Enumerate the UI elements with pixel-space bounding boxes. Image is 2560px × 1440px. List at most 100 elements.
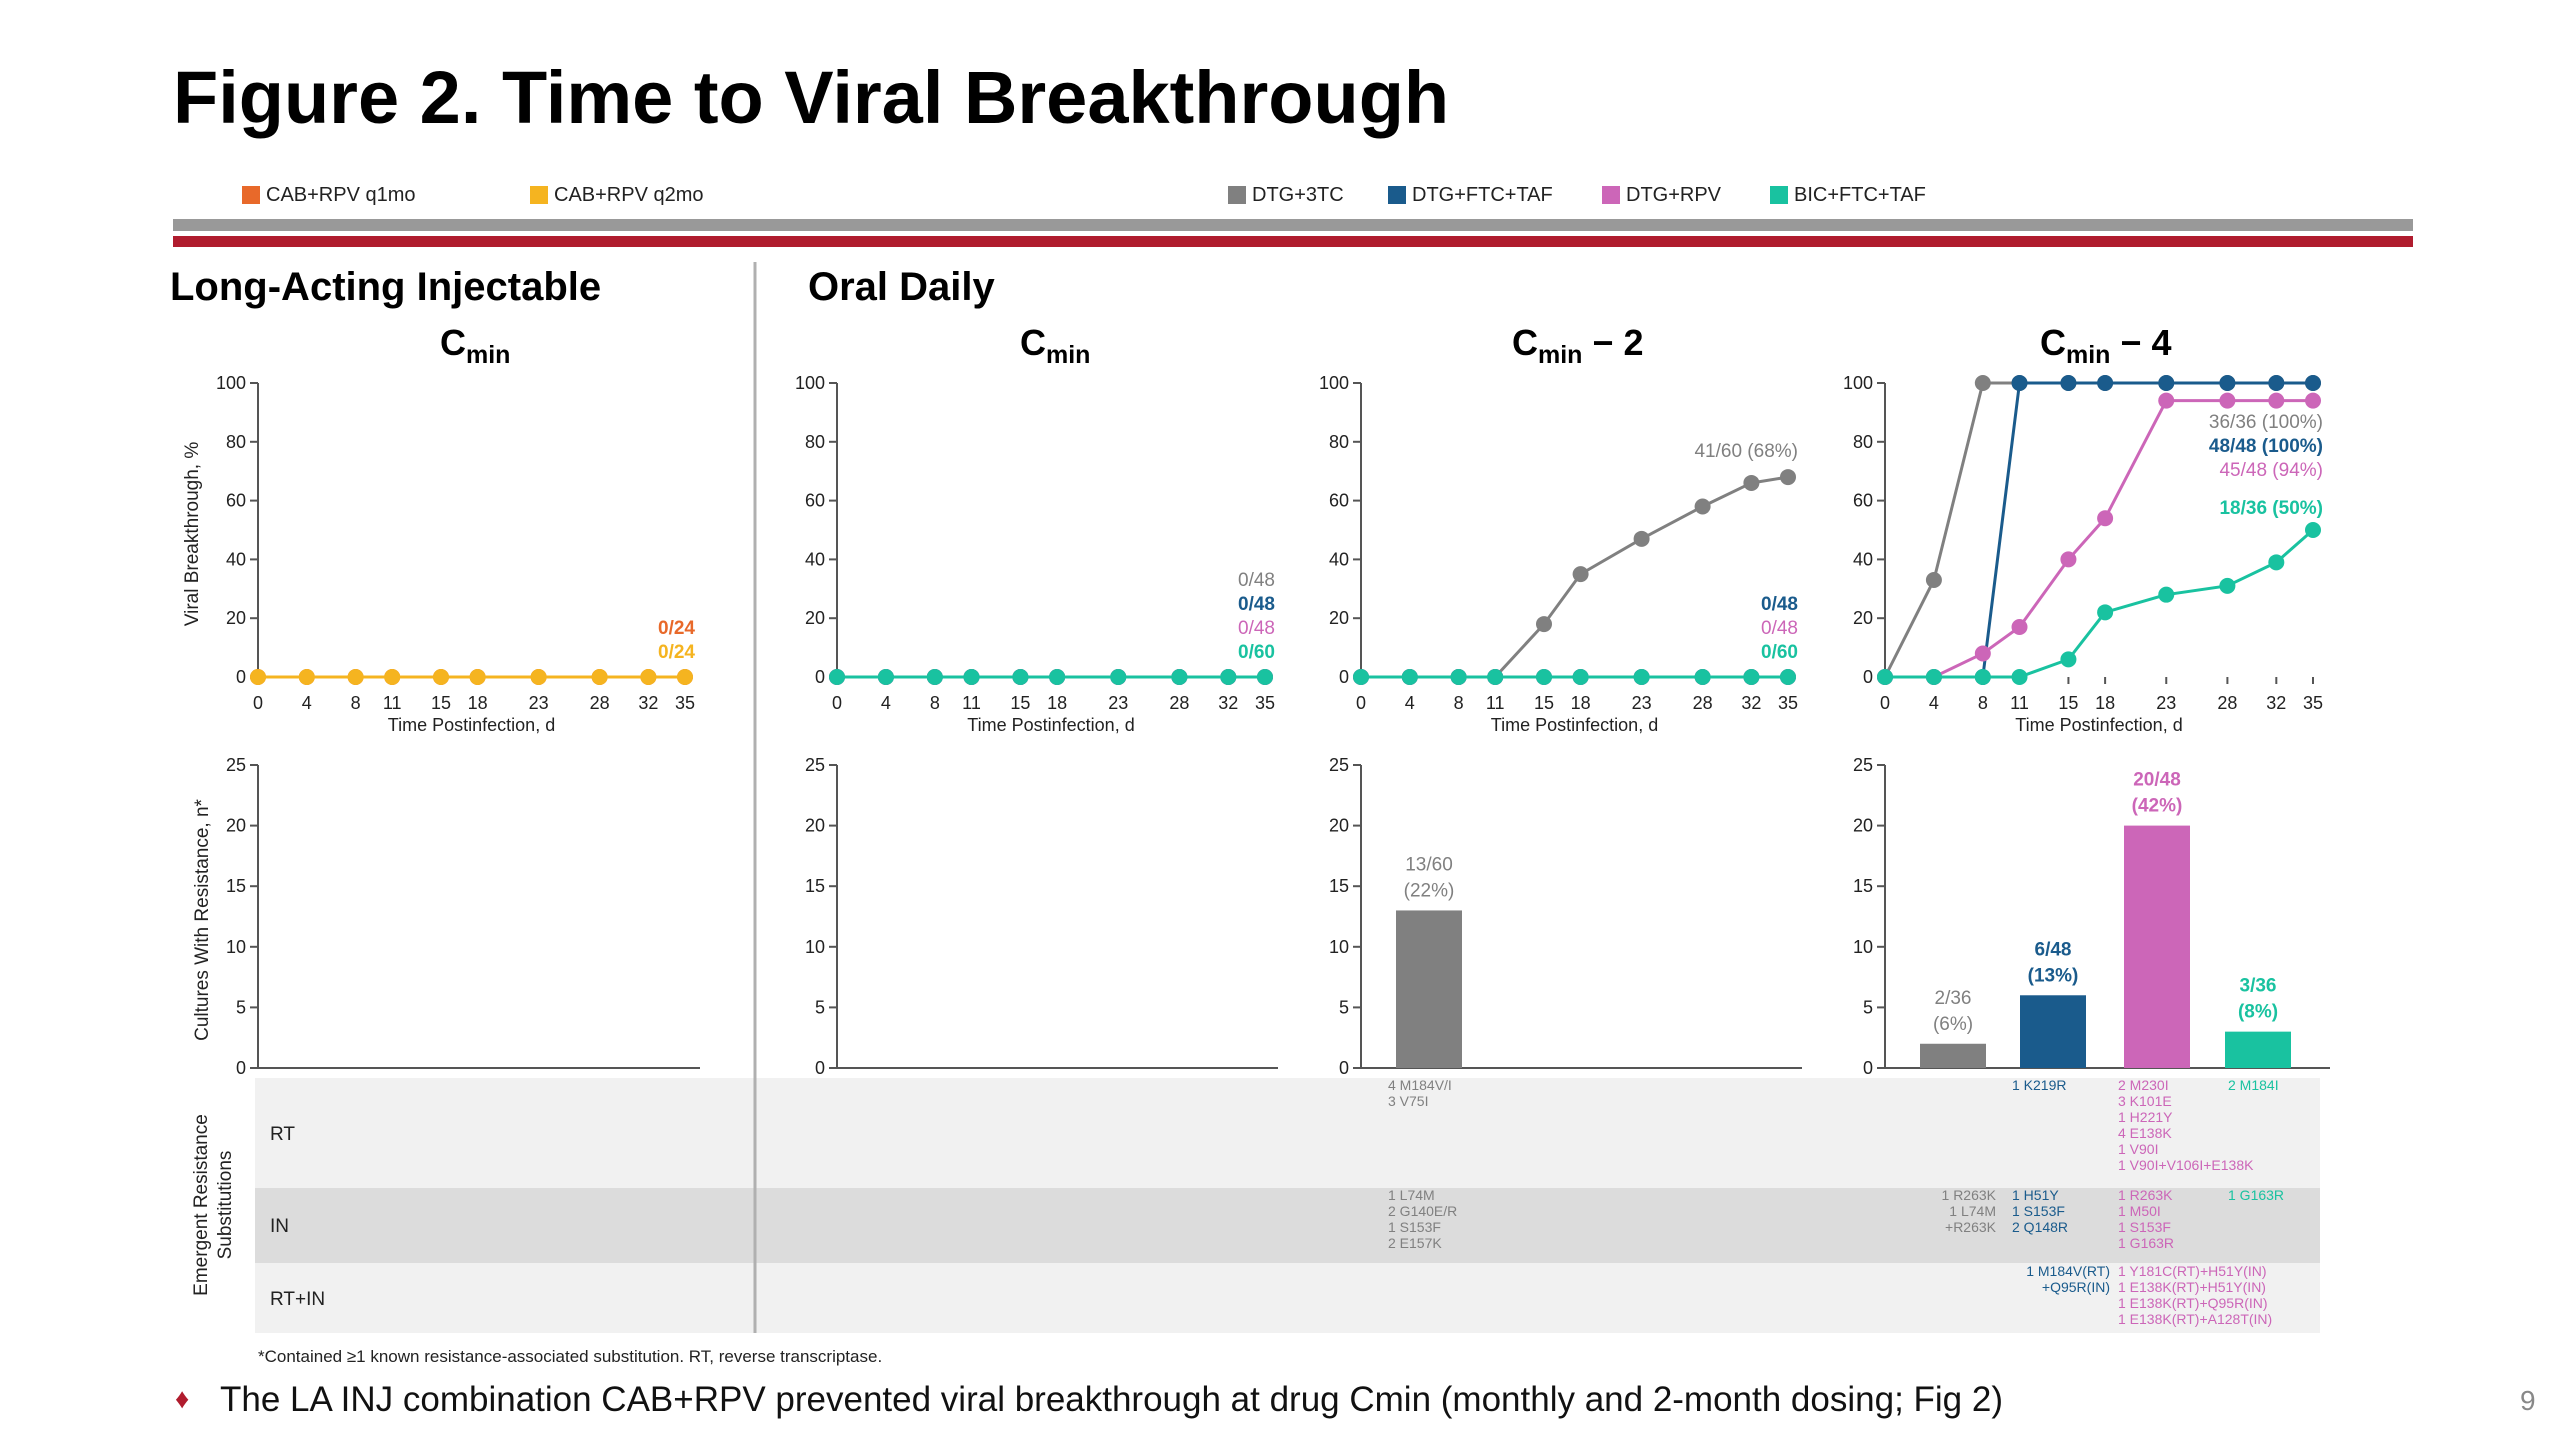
legend-swatch xyxy=(242,186,260,204)
data-point-bic-ftc-taf xyxy=(1974,669,1991,685)
x-tick-label: 11 xyxy=(962,693,981,713)
series-end-label-dtg-rpv: 0/48 xyxy=(1761,618,1798,639)
y-tick-label: 80 xyxy=(805,432,825,452)
series-line-dtg-rpv xyxy=(1885,399,2313,679)
substitution-entry: 1 S153F xyxy=(1388,1219,1441,1235)
line-y-axis-title: Viral Breakthrough, % xyxy=(182,442,203,627)
substitution-entry: 1 S153F xyxy=(2118,1219,2171,1235)
y-tick-label: 60 xyxy=(226,491,246,511)
y-tick-label: 60 xyxy=(805,491,825,511)
substitution-entry: 1 H221Y xyxy=(2118,1109,2173,1125)
data-point-dtg-rpv xyxy=(2011,619,2028,636)
bar-value-label-bic-ftc-taf: 3/36 xyxy=(2240,976,2277,997)
y-tick-label: 15 xyxy=(1329,876,1349,896)
data-point-bic-ftc-taf xyxy=(926,669,943,685)
x-tick-label: 35 xyxy=(1778,693,1798,713)
y-tick-label: 25 xyxy=(226,755,246,775)
x-tick-label: 18 xyxy=(2095,693,2115,713)
cmin-subscript: min xyxy=(466,341,510,369)
substitution-entry: +R263K xyxy=(1945,1219,1997,1235)
substitution-entry: 3 V75I xyxy=(1388,1093,1428,1109)
y-tick-label: 20 xyxy=(226,608,246,628)
x-tick-label: 11 xyxy=(383,693,402,713)
x-tick-label: 35 xyxy=(1255,693,1275,713)
x-tick-label: 0 xyxy=(832,693,842,713)
bar-percent-label-dtg-rpv: (42%) xyxy=(2132,796,2183,817)
y-tick-label: 0 xyxy=(815,1058,825,1078)
legend-swatch xyxy=(1388,186,1406,204)
y-tick-label: 25 xyxy=(805,755,825,775)
substitution-entry: 1 M50I xyxy=(2118,1203,2161,1219)
bar-value-label-dtg-ftc-taf: 6/48 xyxy=(2035,939,2072,960)
x-tick-label: 0 xyxy=(253,693,263,713)
series-end-label-dtg-rpv: 0/48 xyxy=(1238,618,1275,639)
cmin-subscript: min xyxy=(1046,341,1090,369)
header-rule-gray xyxy=(173,219,2413,231)
substitution-band-in xyxy=(255,1188,2320,1263)
y-tick-label: 5 xyxy=(1863,997,1873,1017)
data-point-dtg-3tc xyxy=(1780,469,1796,486)
x-tick-label: 18 xyxy=(1047,693,1067,713)
y-tick-label: 20 xyxy=(1329,608,1349,628)
data-point-dtg-3tc xyxy=(1974,375,1991,391)
cmin-c: C xyxy=(440,322,466,363)
legend-item-bic-ftc-taf: BIC+FTC+TAF xyxy=(1770,183,1926,207)
data-point-bic-ftc-taf xyxy=(2060,651,2077,668)
y-tick-label: 0 xyxy=(236,667,246,687)
bar-value-label-dtg-3tc: 2/36 xyxy=(1935,988,1972,1009)
cmin-subscript: min xyxy=(1538,341,1582,369)
y-tick-label: 0 xyxy=(1863,1058,1873,1078)
legend-swatch xyxy=(1228,186,1246,204)
data-point-bic-ftc-taf xyxy=(1171,669,1188,685)
x-tick-label: 0 xyxy=(1880,693,1890,713)
header-rule-red xyxy=(173,236,2413,247)
row-label-rt: RT xyxy=(270,1124,295,1145)
y-tick-label: 40 xyxy=(1853,549,1873,569)
bar-percent-label-bic-ftc-taf: (8%) xyxy=(2238,1002,2278,1023)
cmin-minus-4: − 4 xyxy=(2110,322,2171,363)
data-point-cab-rpv-q2mo xyxy=(384,669,401,685)
data-point-dtg-ftc-taf xyxy=(2219,375,2236,391)
y-tick-label: 25 xyxy=(1853,755,1873,775)
series-line-bic-ftc-taf xyxy=(1885,528,2314,679)
data-point-dtg-ftc-taf xyxy=(2060,375,2077,391)
series-end-label-dtg-ftc-taf: 0/48 xyxy=(1761,594,1798,615)
bar-value-label-dtg-3tc: 13/60 xyxy=(1405,854,1453,875)
data-point-bic-ftc-taf xyxy=(1401,669,1418,685)
y-tick-label: 0 xyxy=(236,1058,246,1078)
substitution-entry: 4 M184V/I xyxy=(1388,1077,1452,1093)
legend-label: BIC+FTC+TAF xyxy=(1794,183,1926,206)
y-tick-label: 20 xyxy=(1853,816,1873,836)
legend-label: DTG+RPV xyxy=(1626,183,1722,206)
x-tick-label: 28 xyxy=(1169,693,1189,713)
substitution-entry: 2 Q148R xyxy=(2012,1219,2068,1235)
bar-value-label-dtg-rpv: 20/48 xyxy=(2133,770,2181,791)
data-point-bic-ftc-taf xyxy=(963,669,980,685)
x-tick-label: 18 xyxy=(468,693,488,713)
data-point-bic-ftc-taf xyxy=(1694,669,1711,685)
y-tick-label: 5 xyxy=(236,997,246,1017)
data-point-bic-ftc-taf xyxy=(1780,669,1796,685)
y-tick-label: 20 xyxy=(805,608,825,628)
data-point-dtg-3tc xyxy=(1536,616,1552,633)
data-point-bic-ftc-taf xyxy=(877,669,894,685)
y-tick-label: 0 xyxy=(815,667,825,687)
data-point-dtg-rpv xyxy=(2219,392,2236,409)
x-axis-title: Time Postinfection, d xyxy=(2015,715,2182,735)
bar-dtg-3tc xyxy=(1396,910,1462,1068)
substitution-entry: 1 E138K(RT)+A128T(IN) xyxy=(2118,1311,2272,1327)
data-point-bic-ftc-taf xyxy=(1743,669,1760,685)
y-tick-label: 10 xyxy=(1853,937,1873,957)
data-point-bic-ftc-taf xyxy=(2158,586,2175,603)
y-tick-label: 80 xyxy=(1853,432,1873,452)
y-tick-label: 100 xyxy=(1319,373,1349,393)
series-end-label-dtg-3tc: 0/48 xyxy=(1238,570,1275,591)
data-point-dtg-3tc xyxy=(1572,566,1589,583)
bar-y-axis-title: Cultures With Resistance, n* xyxy=(192,798,213,1040)
y-tick-label: 10 xyxy=(805,937,825,957)
bar-dtg-ftc-taf xyxy=(2020,995,2086,1068)
y-tick-label: 0 xyxy=(1339,1058,1349,1078)
substitution-axis-title-line1: Emergent Resistance xyxy=(191,1114,212,1296)
y-tick-label: 80 xyxy=(1329,432,1349,452)
